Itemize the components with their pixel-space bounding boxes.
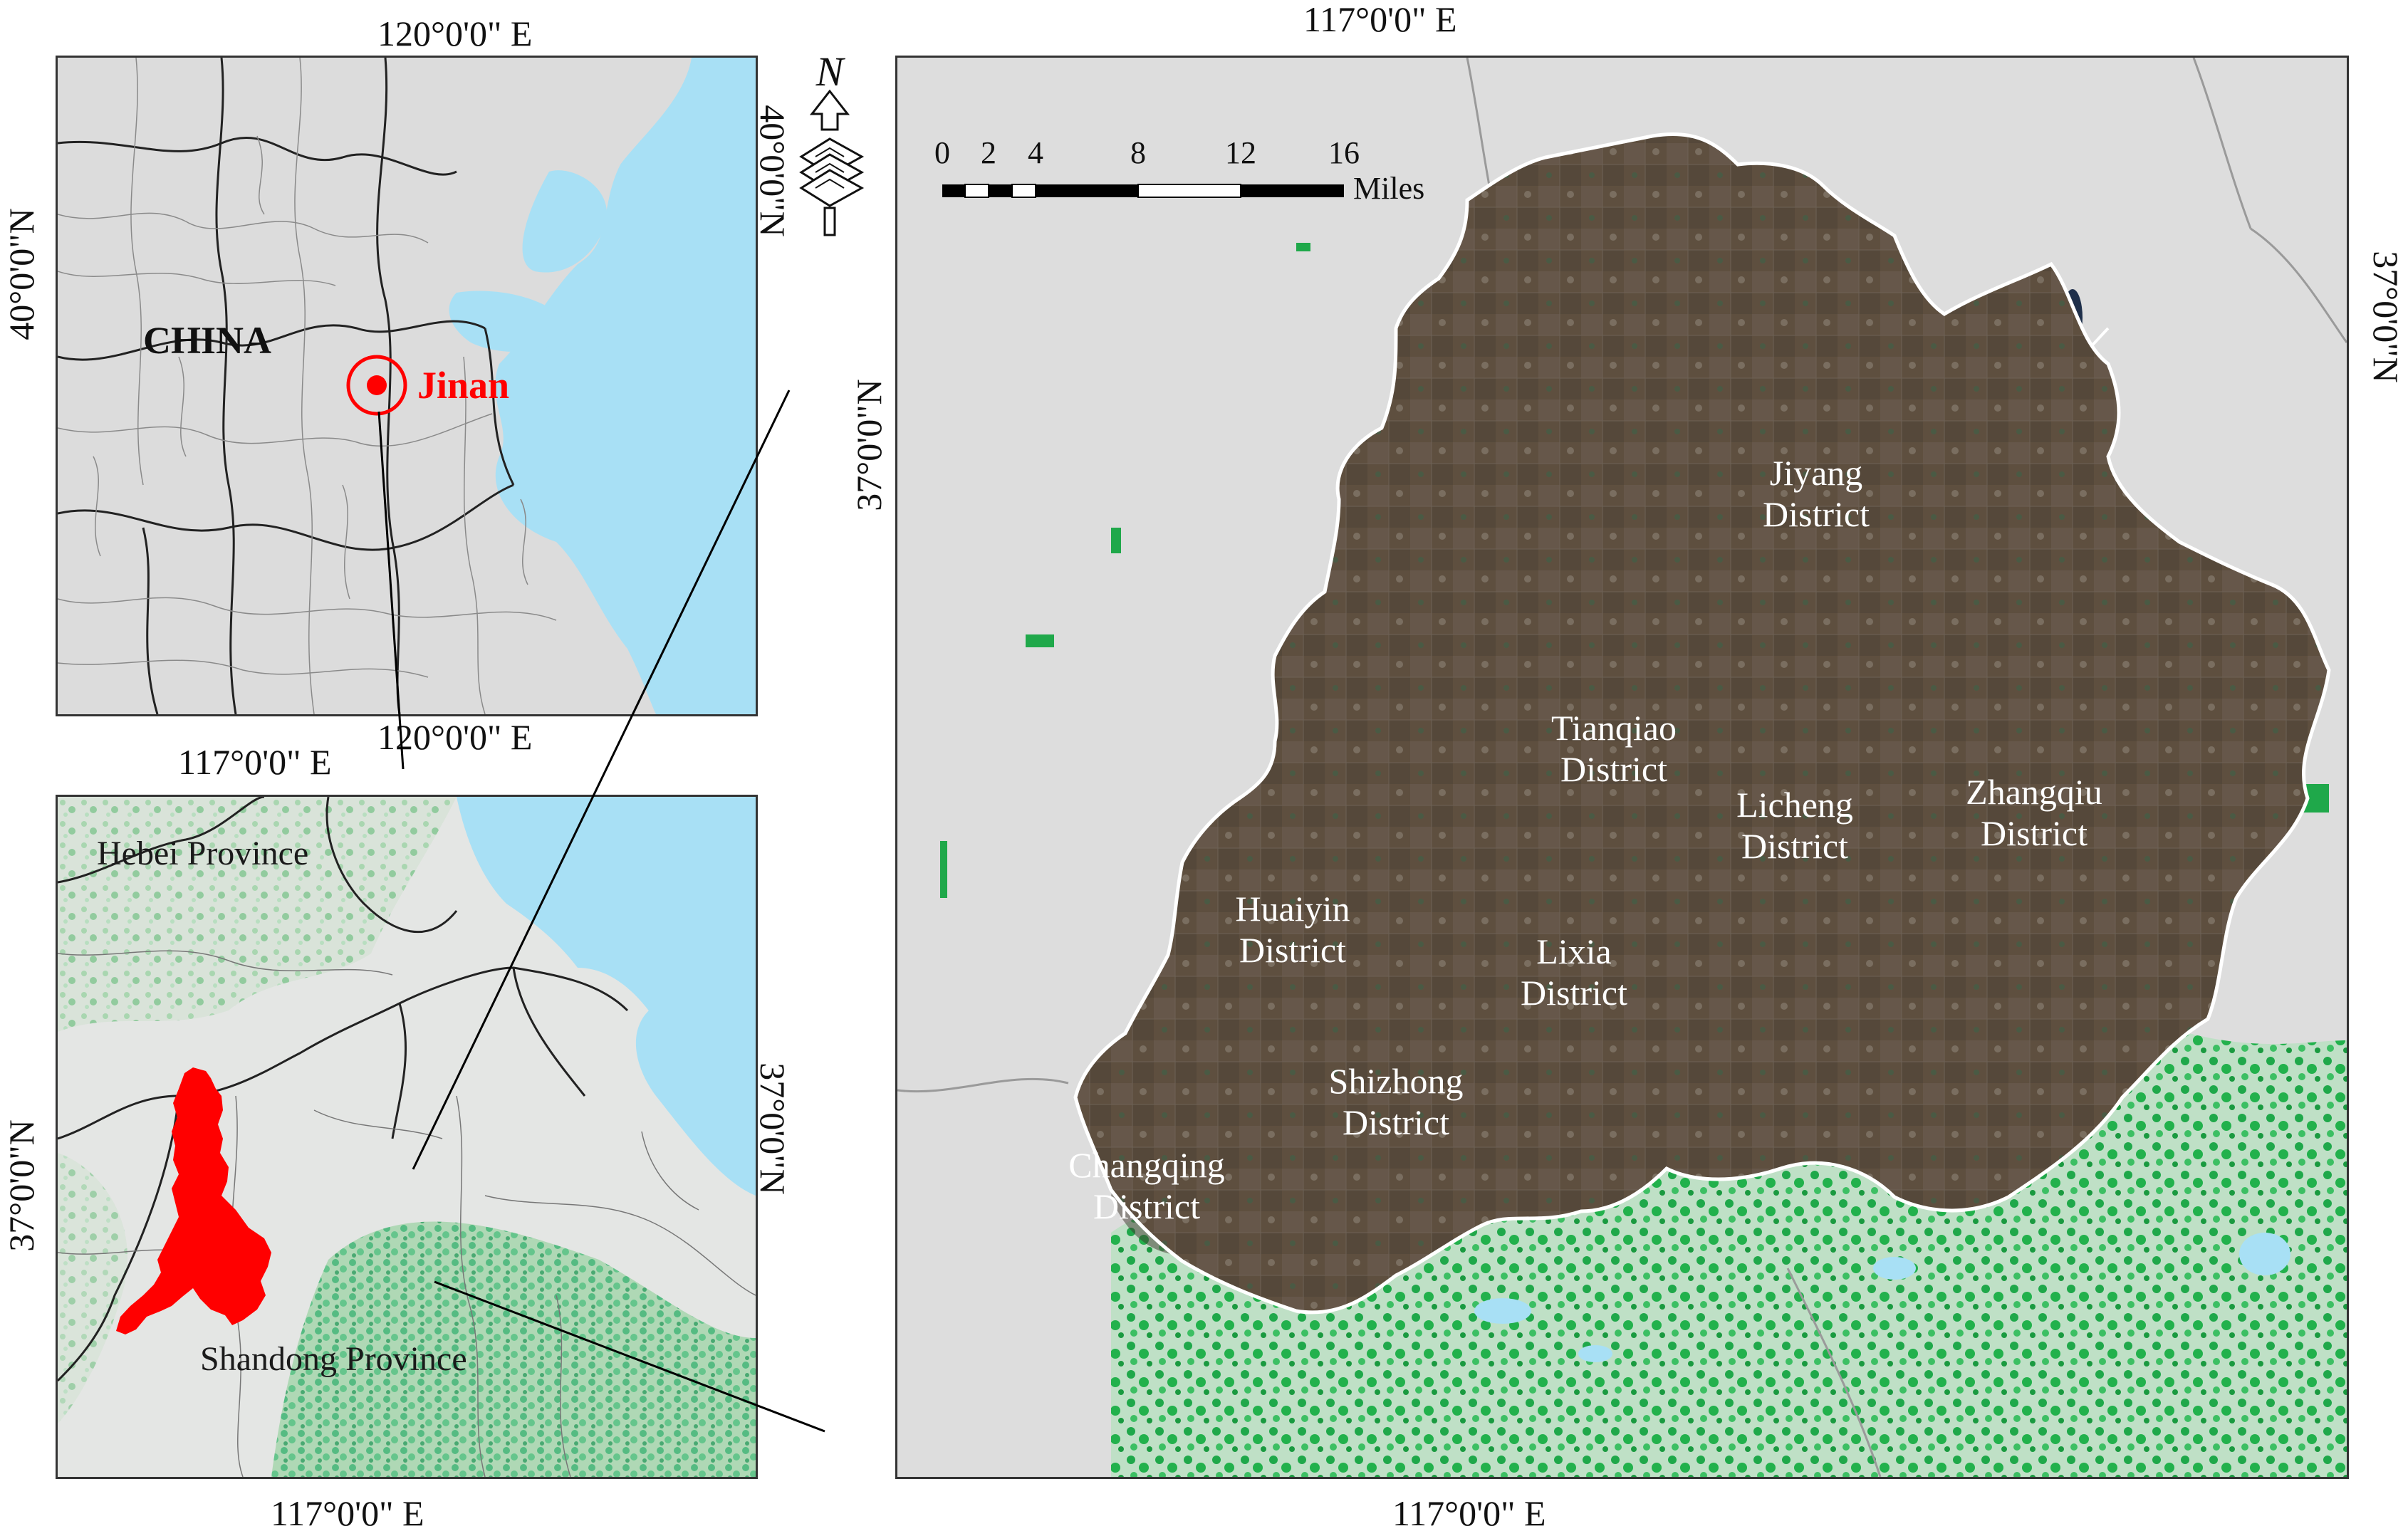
district-label-jiyang-2: District — [1763, 494, 1870, 534]
main-coord-top-text: 117°0'0" E — [1303, 0, 1457, 39]
overview-map-svg: Jinan CHINA — [58, 58, 756, 714]
scale-tick-16: 16 — [1328, 135, 1360, 170]
scale-tick-0: 0 — [934, 135, 950, 170]
scale-tick-8: 8 — [1130, 135, 1146, 170]
main-map: Jiyang District Tianqiao District Lichen… — [895, 56, 2349, 1479]
district-label-huaiyin-1: Huaiyin — [1235, 889, 1350, 929]
overview-coord-top: 120°0'0" E — [377, 14, 533, 53]
city-label-jinan: Jinan — [417, 364, 509, 407]
scale-bar: 0 2 4 8 12 16 Miles — [934, 135, 1424, 206]
province-map: Hebei Province Shandong Province — [56, 795, 758, 1479]
district-label-lixia-2: District — [1521, 973, 1627, 1013]
province-label-shandong: Shandong Province — [200, 1340, 467, 1378]
district-label-huaiyin-2: District — [1239, 930, 1346, 970]
province-label-hebei: Hebei Province — [97, 835, 308, 872]
country-label-china: CHINA — [143, 319, 271, 362]
district-label-tianqiao-1: Tianqiao — [1551, 708, 1677, 748]
district-label-shizhong-2: District — [1343, 1102, 1449, 1142]
study-area-jinan — [116, 1067, 271, 1334]
main-map-svg: Jiyang District Tianqiao District Lichen… — [897, 58, 2347, 1477]
province-map-svg: Hebei Province Shandong Province — [58, 797, 756, 1477]
province-coord-top: 117°0'0" E — [178, 742, 332, 782]
district-label-tianqiao-2: District — [1560, 749, 1667, 789]
district-label-lixia-1: Lixia — [1536, 931, 1612, 971]
district-labels: Jiyang District Tianqiao District Lichen… — [1068, 453, 2102, 1226]
scale-unit: Miles — [1353, 171, 1424, 206]
district-boundaries — [1075, 134, 2329, 1312]
scale-tick-12: 12 — [1225, 135, 1256, 170]
overview-map: Jinan CHINA — [56, 56, 758, 716]
main-coord-bottom: 117°0'0" E — [1392, 1493, 1546, 1533]
overview-coord-bottom: 120°0'0" E — [377, 717, 533, 757]
north-arrow-icon: N — [799, 50, 865, 236]
main-coord-left: 37°0'0"N — [849, 379, 889, 511]
district-label-zhangqiu-1: Zhangqiu — [1966, 772, 2102, 812]
province-coord-bottom: 117°0'0" E — [271, 1493, 424, 1533]
north-arrow-label: N — [815, 50, 846, 95]
district-label-changqing-1: Changqing — [1068, 1145, 1224, 1185]
district-label-shizhong-1: Shizhong — [1329, 1061, 1464, 1101]
district-label-jiyang-1: Jiyang — [1770, 453, 1863, 493]
scale-tick-2: 2 — [981, 135, 996, 170]
district-label-zhangqiu-2: District — [1981, 813, 2088, 853]
main-coord-right: 37°0'0"N — [2366, 251, 2406, 383]
district-label-changqing-2: District — [1093, 1186, 1200, 1226]
scale-tick-4: 4 — [1028, 135, 1043, 170]
district-label-licheng-2: District — [1741, 826, 1848, 866]
district-label-licheng-1: Licheng — [1736, 785, 1853, 825]
